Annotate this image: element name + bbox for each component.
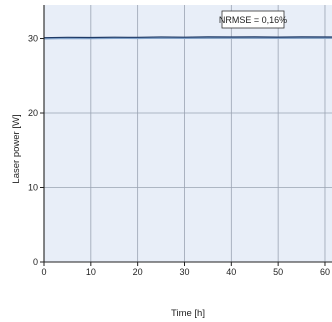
nrmse-annotation: NRMSE = 0,16% (219, 15, 287, 25)
x-tick-label: 40 (226, 267, 236, 277)
series-layer (43, 36, 332, 40)
plot-background (44, 5, 332, 262)
x-tick-label: 60 (320, 267, 330, 277)
series-line-1 (43, 36, 332, 40)
y-tick-label: 0 (33, 257, 38, 267)
x-tick-label: 10 (86, 267, 96, 277)
annotation-box: NRMSE = 0,16% (219, 10, 287, 29)
x-tick-label: 30 (179, 267, 189, 277)
y-tick-label: 20 (28, 108, 38, 118)
series-line-2 (43, 37, 332, 40)
axes (43, 5, 332, 263)
plot-area (43, 5, 332, 263)
tick-labels: 0 10 20 30 40 50 60 0 10 20 30 (28, 34, 330, 277)
y-tick-label: 30 (28, 34, 38, 44)
x-tick-label: 20 (133, 267, 143, 277)
annotation-frame (221, 10, 285, 29)
y-axis-label: Laser power [W] (11, 114, 22, 183)
x-tick-label: 50 (273, 267, 283, 277)
x-axis-label: Time [h] (171, 308, 205, 319)
y-tick-label: 10 (28, 183, 38, 193)
x-tick-label: 0 (41, 267, 46, 277)
